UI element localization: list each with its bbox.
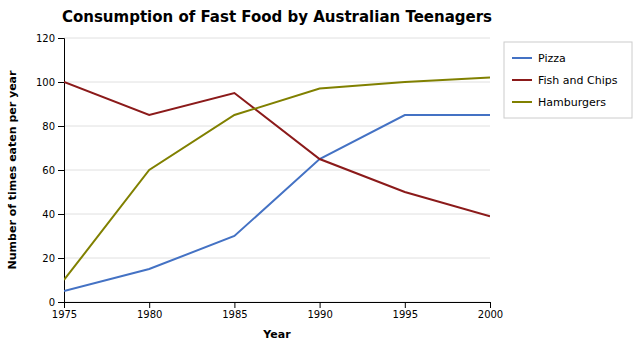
tick: 20	[42, 253, 64, 264]
axis-line	[58, 39, 65, 303]
tick-label: 0	[49, 297, 55, 308]
tick-label: 120	[36, 33, 55, 44]
tick-label: 2000	[478, 309, 503, 320]
tick-mark	[149, 302, 150, 308]
grid-line	[64, 170, 490, 171]
tick: 1980	[137, 302, 162, 320]
tick: 2000	[478, 302, 503, 320]
tick-label: 1980	[137, 309, 162, 320]
grid-line	[64, 38, 490, 39]
tick-mark	[58, 258, 64, 259]
tick-label: 1985	[222, 309, 247, 320]
tick: 100	[36, 77, 64, 88]
grid-line	[64, 258, 490, 259]
legend-item: Pizza	[512, 52, 566, 65]
grid-line	[64, 214, 490, 215]
tick: 120	[36, 33, 64, 44]
y-grid	[64, 38, 490, 302]
tick-mark	[58, 170, 64, 171]
x-axis-title: Year	[262, 328, 291, 341]
legend-swatch	[512, 57, 532, 59]
legend-label: Hamburgers	[538, 96, 606, 109]
tick: 0	[49, 297, 64, 308]
tick-label: 1990	[307, 309, 332, 320]
tick-label: 60	[42, 165, 55, 176]
tick: 40	[42, 209, 64, 220]
tick: 1975	[52, 302, 77, 320]
y-axis: 0 20 40 60 80 100 120	[36, 33, 65, 308]
tick: 1990	[307, 302, 332, 320]
tick-label: 20	[42, 253, 55, 264]
tick: 80	[42, 121, 64, 132]
series-lines	[64, 78, 490, 291]
axis-line	[65, 303, 491, 309]
tick-mark	[58, 126, 64, 127]
tick-label: 40	[42, 209, 55, 220]
tick-label: 1975	[52, 309, 77, 320]
legend-frame	[504, 42, 632, 118]
chart-container: 1975 1980 1985 1990 1995 2000 0 20 40 60 80 100 120 C…	[0, 0, 640, 348]
tick: 1995	[393, 302, 418, 320]
tick-mark	[405, 302, 406, 308]
legend-item: Hamburgers	[512, 96, 606, 109]
x-axis: 1975 1980 1985 1990 1995 2000	[52, 302, 503, 320]
y-axis-title: Number of times eaten per year	[6, 70, 19, 269]
tick-mark	[58, 214, 64, 215]
legend-swatch	[512, 79, 532, 81]
tick-label: 1995	[393, 309, 418, 320]
series-line	[64, 115, 490, 291]
tick-label: 100	[36, 77, 55, 88]
series-line	[64, 78, 490, 280]
chart-title: Consumption of Fast Food by Australian T…	[62, 8, 492, 26]
tick-label: 80	[42, 121, 55, 132]
legend-label: Fish and Chips	[538, 74, 618, 87]
tick: 60	[42, 165, 64, 176]
tick-mark	[234, 302, 235, 308]
tick-mark	[490, 302, 491, 308]
plot-area: 1975 1980 1985 1990 1995 2000 0 20 40 60 80 100 120	[36, 33, 503, 320]
legend-item: Fish and Chips	[512, 74, 618, 87]
tick-mark	[320, 302, 321, 308]
legend-label: Pizza	[538, 52, 566, 65]
tick: 1985	[222, 302, 247, 320]
legend-swatch	[512, 101, 532, 103]
tick-mark	[58, 38, 64, 39]
legend: Pizza Fish and Chips Hamburgers	[504, 42, 632, 118]
tick-mark	[58, 302, 64, 303]
tick-mark	[58, 82, 64, 83]
chart-svg: 1975 1980 1985 1990 1995 2000 0 20 40 60 80 100 120 C…	[0, 0, 640, 348]
